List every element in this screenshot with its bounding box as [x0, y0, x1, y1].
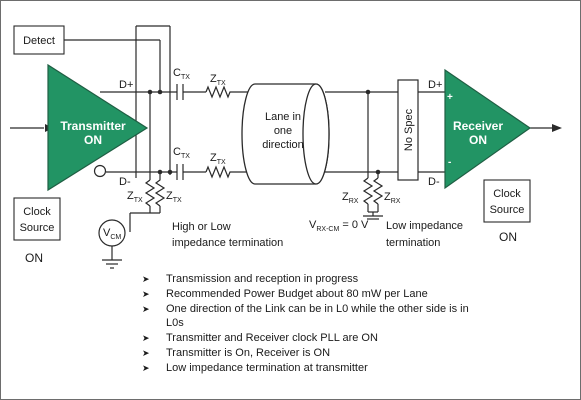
vrx-cm-label: VRX-CM = 0 V [309, 219, 369, 233]
receiver-label-2: ON [469, 133, 487, 147]
bullet-item: ➤ Transmitter and Receiver clock PLL are … [142, 332, 378, 344]
detect-box [13, 25, 65, 55]
arrowhead-icon: ➤ [142, 348, 150, 358]
detect-label: Detect [23, 35, 55, 47]
no-spec-label: No Spec [403, 108, 415, 151]
receiver-label-1: Receiver [453, 119, 503, 133]
bullet-item: ➤ Transmitter is On, Receiver is ON [142, 347, 331, 359]
arrowhead-icon: ➤ [142, 289, 150, 299]
bullet-item: ➤ Low impedance termination at transmitte… [142, 362, 368, 374]
rx-clock-source-box [483, 179, 531, 223]
ztx-top-label: ZTX [210, 73, 226, 87]
rx-plus-sign: + [447, 92, 453, 103]
bullet-item: ➤ Transmission and reception in progress [142, 273, 359, 285]
tx-dplus-label: D+ [119, 79, 133, 91]
ctx-bottom-label: CTX [173, 146, 190, 160]
ctx-top-label: CTX [173, 67, 190, 81]
rx-termination-1: Low impedance [386, 220, 463, 232]
ztx-term-right-resistor [154, 172, 166, 207]
bullet-item: ➤ One direction of the Link can be in L0 … [142, 303, 469, 329]
vcm-label: VCM [103, 227, 121, 241]
rx-clock-source-1: Clock [493, 188, 521, 200]
zrx-term-right-label: ZRX [384, 191, 401, 205]
rx-dminus-label: D- [428, 176, 440, 188]
ztx-top-resistor [205, 85, 232, 99]
lane-cylinder [241, 83, 330, 185]
arrowhead-icon: ➤ [142, 274, 150, 284]
zrx-term-right-resistor [372, 177, 384, 205]
rx-minus-sign: - [448, 157, 451, 168]
arrowhead-icon: ➤ [142, 333, 150, 343]
arrowhead-icon: ➤ [142, 363, 150, 373]
rx-termination-2: termination [386, 237, 440, 249]
rx-clock-source-2: Source [490, 204, 525, 216]
status-bullet-list: ➤ Transmission and reception in progress … [142, 272, 472, 376]
transmitter-amplifier [47, 63, 149, 192]
tx-termination-1: High or Low [172, 221, 231, 233]
tx-dminus-label: D- [119, 176, 131, 188]
ztx-term-left-resistor [144, 179, 156, 207]
tx-clock-state: ON [25, 251, 43, 265]
receiver-amplifier [444, 68, 532, 190]
ztx-term-right-label: ZTX [166, 190, 182, 204]
no-spec-box [397, 79, 419, 181]
lane-text-3: direction [262, 139, 304, 151]
tx-clock-source-1: Clock [23, 206, 51, 218]
tx-clock-source-box [13, 197, 61, 241]
transmitter-label-2: ON [84, 133, 102, 147]
zrx-term-left-resistor [362, 177, 374, 205]
rx-dplus-label: D+ [428, 79, 442, 91]
lane-text-2: one [274, 125, 292, 137]
tx-termination-2: impedance termination [172, 237, 283, 249]
ztx-bottom-label: ZTX [210, 152, 226, 166]
vcm-source [98, 219, 126, 247]
arrowhead-icon: ➤ [142, 304, 150, 314]
transmitter-label-1: Transmitter [60, 119, 126, 133]
output-arrow-icon [552, 124, 562, 132]
lane-text-1: Lane in [265, 111, 301, 123]
ztx-bottom-resistor [205, 165, 232, 179]
inversion-bubble [93, 164, 107, 178]
tx-clock-source-2: Source [20, 222, 55, 234]
rx-clock-state: ON [499, 230, 517, 244]
zrx-term-left-label: ZRX [342, 191, 359, 205]
bullet-item: ➤ Recommended Power Budget about 80 mW pe… [142, 288, 428, 300]
ztx-term-left-label: ZTX [127, 190, 143, 204]
